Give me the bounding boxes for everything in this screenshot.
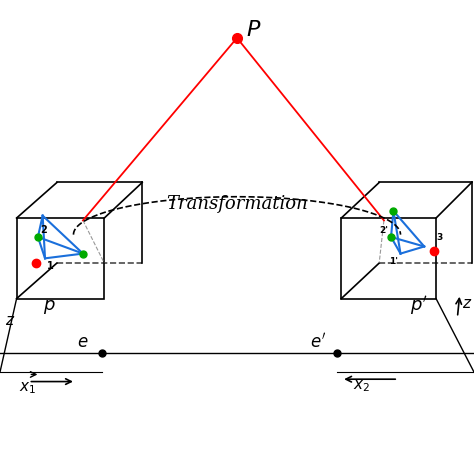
Text: $p$: $p$ — [43, 299, 55, 317]
Text: 2: 2 — [40, 225, 47, 235]
Text: $x_2$: $x_2$ — [353, 379, 370, 394]
Text: 2': 2' — [380, 226, 389, 235]
Text: $e'$: $e'$ — [310, 332, 326, 351]
Text: 1: 1 — [47, 261, 54, 271]
Text: Transformation: Transformation — [166, 195, 308, 213]
Text: $P$: $P$ — [246, 18, 262, 41]
Text: $z$: $z$ — [462, 296, 473, 311]
Text: 3: 3 — [436, 233, 442, 242]
Text: $x_1$: $x_1$ — [19, 380, 36, 396]
Text: 1': 1' — [389, 257, 398, 266]
Text: $e$: $e$ — [77, 333, 89, 351]
Text: $p'$: $p'$ — [410, 294, 428, 317]
Text: $z$: $z$ — [5, 313, 15, 328]
